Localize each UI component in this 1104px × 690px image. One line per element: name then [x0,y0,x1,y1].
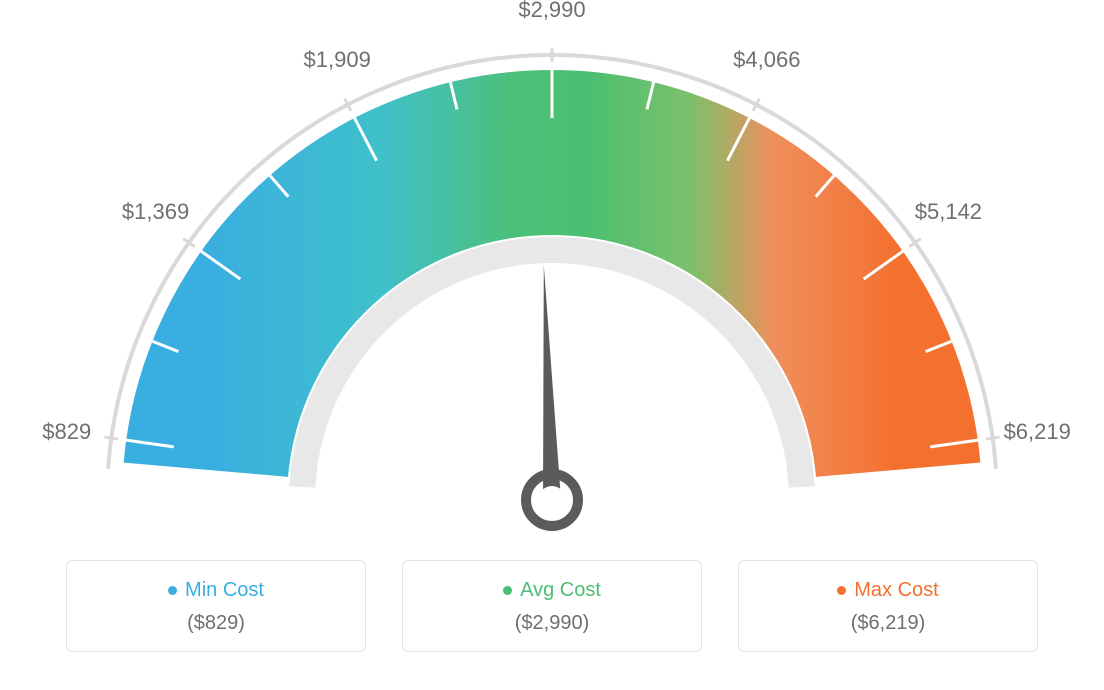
legend-title-text: Max Cost [854,579,938,601]
dot-icon [168,586,177,595]
legend-title-min: Min Cost [77,579,355,602]
legend-value-min: ($829) [77,612,355,635]
legend-value-avg: ($2,990) [413,612,691,635]
legend-card-max: Max Cost ($6,219) [738,560,1038,652]
legend-value-max: ($6,219) [749,612,1027,635]
legend-title-max: Max Cost [749,579,1027,602]
legend-card-min: Min Cost ($829) [66,560,366,652]
legend-card-avg: Avg Cost ($2,990) [402,560,702,652]
gauge-tick-label: $2,990 [518,0,585,23]
gauge-chart: $829 $1,369 $1,909 $2,990 $4,066 $5,142 $6,219 [0,0,1104,540]
gauge-tick-label: $1,369 [122,199,189,225]
gauge-svg [0,0,1104,540]
legend-title-text: Min Cost [185,579,264,601]
legend-title-avg: Avg Cost [413,579,691,602]
gauge-tick-label: $829 [42,419,91,445]
gauge-tick-label: $4,066 [733,47,800,73]
legend-row: Min Cost ($829) Avg Cost ($2,990) Max Co… [0,560,1104,652]
gauge-tick-label: $6,219 [1004,419,1071,445]
dot-icon [503,586,512,595]
dot-icon [837,586,846,595]
gauge-tick-label: $5,142 [915,199,982,225]
legend-title-text: Avg Cost [520,579,601,601]
gauge-tick-label: $1,909 [304,47,371,73]
